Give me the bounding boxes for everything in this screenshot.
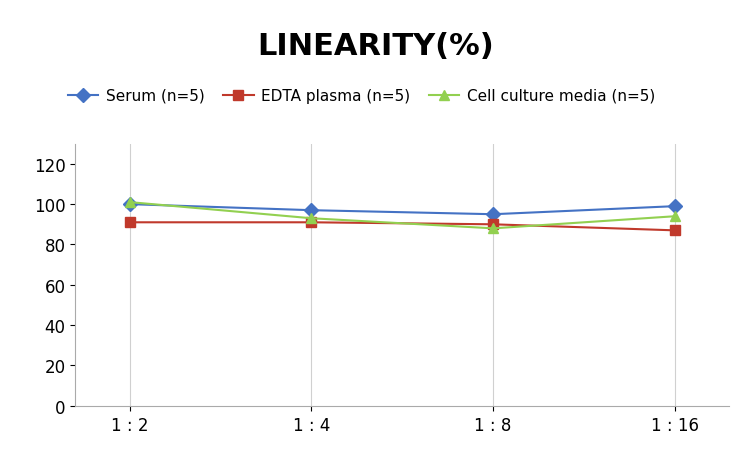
Line: EDTA plasma (n=5): EDTA plasma (n=5) <box>125 218 680 236</box>
Serum (n=5) <box>125 202 134 207</box>
Serum (n=5) <box>307 208 316 213</box>
EDTA plasma (n=5) <box>489 222 498 227</box>
EDTA plasma (n=5) <box>125 220 134 226</box>
EDTA plasma (n=5) <box>671 228 680 234</box>
Line: Serum (n=5): Serum (n=5) <box>125 200 680 220</box>
Cell culture media (n=5) <box>489 226 498 231</box>
EDTA plasma (n=5) <box>307 220 316 226</box>
Serum (n=5) <box>671 204 680 209</box>
Serum (n=5) <box>489 212 498 217</box>
Text: LINEARITY(%): LINEARITY(%) <box>258 32 494 60</box>
Cell culture media (n=5) <box>125 200 134 205</box>
Legend: Serum (n=5), EDTA plasma (n=5), Cell culture media (n=5): Serum (n=5), EDTA plasma (n=5), Cell cul… <box>68 89 655 104</box>
Cell culture media (n=5) <box>671 214 680 220</box>
Line: Cell culture media (n=5): Cell culture media (n=5) <box>125 198 680 234</box>
Cell culture media (n=5) <box>307 216 316 221</box>
